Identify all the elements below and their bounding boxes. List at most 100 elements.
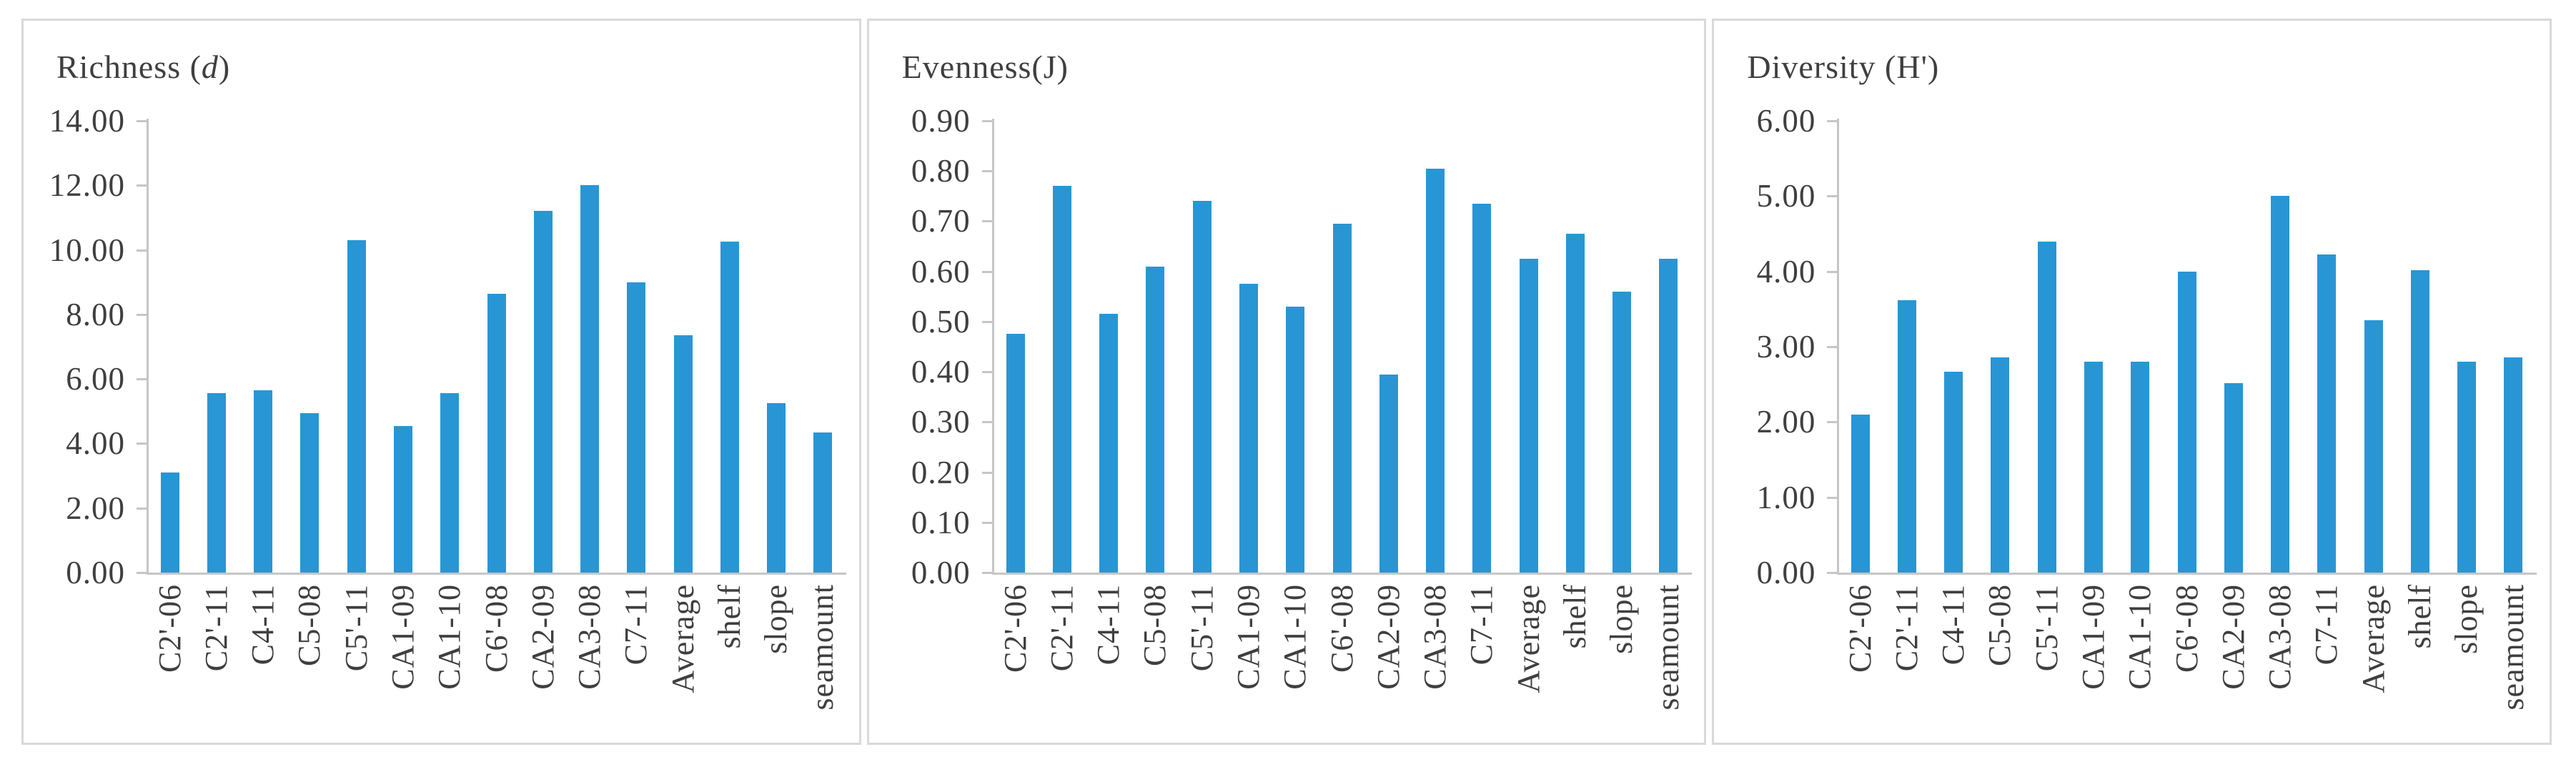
x-axis-category-label: seamount (2495, 584, 2531, 711)
bar-seamount (1658, 259, 1678, 573)
y-axis-tick-mark (1827, 120, 1838, 122)
chart-title-richness: Richness (d) (56, 48, 230, 86)
y-axis-tick-label: 4.00 (1756, 253, 1816, 290)
x-axis-category-label: C7-11 (2309, 584, 2344, 665)
bar-C7-11 (1472, 204, 1491, 573)
x-axis-category-label: C2'-06 (1843, 584, 1878, 673)
x-axis-category-label: CA1-10 (2122, 584, 2158, 690)
bar-CA1-09 (394, 426, 412, 573)
chart-title-text: Evenness(J) (901, 49, 1069, 85)
figure-panels: Richness (d) 0.00 2.00 4.00 6.00 8.00 10.00 12… (21, 19, 2552, 745)
bar-CA1-10 (2131, 362, 2150, 573)
bar-C6'-08 (487, 294, 506, 573)
y-axis-tick-mark (1827, 270, 1838, 273)
y-axis-tick-label: 1.00 (1756, 479, 1816, 515)
y-axis-tick-mark (137, 507, 147, 510)
bar-C2'-06 (1006, 334, 1025, 573)
x-axis-category-label: C2'-11 (1044, 584, 1079, 672)
bar-C4-11 (254, 390, 272, 573)
y-axis-tick-label: 5.00 (1756, 178, 1816, 214)
bar-C5'-11 (2038, 242, 2057, 573)
chart-title-text: Diversity (H') (1747, 49, 1940, 85)
y-axis-tick-mark (137, 184, 147, 187)
y-axis-tick-label: 10.00 (49, 232, 125, 268)
evenness-chart-panel: Evenness(J) 0.00 0.10 0.20 0.30 0.40 0.50 0.60… (866, 19, 1707, 745)
x-axis-category-label: C6'-08 (2169, 584, 2205, 673)
y-axis-tick-label: 0.90 (911, 103, 971, 139)
y-axis-tick-label: 12.00 (49, 167, 125, 204)
x-axis-category-label: CA1-10 (1277, 584, 1312, 690)
x-axis-category-label: CA2-09 (1370, 584, 1406, 690)
y-axis-tick-mark (1827, 346, 1838, 348)
bar-CA3-08 (1425, 169, 1445, 573)
bar-CA1-10 (1285, 307, 1304, 573)
x-axis-category-label: Average (665, 584, 700, 693)
x-axis-category-label: CA3-08 (1417, 584, 1452, 690)
chart-title-diversity: Diversity (H') (1747, 48, 1939, 86)
bar-CA3-08 (580, 185, 599, 573)
y-axis-tick-mark (137, 572, 147, 574)
bar-shelf (2411, 270, 2430, 573)
x-axis-category-label: C5'-11 (339, 584, 374, 672)
bar-CA1-09 (2084, 362, 2104, 573)
bar-CA2-09 (1379, 375, 1398, 573)
x-axis-category-label: C2'-06 (997, 584, 1033, 673)
x-axis-category-label: Average (2356, 584, 2392, 693)
y-axis-tick-label: 3.00 (1756, 329, 1816, 365)
x-axis-line (991, 573, 1692, 575)
bar-C2'-11 (1898, 300, 1917, 573)
y-axis-tick-mark (981, 120, 992, 122)
x-axis-category-label: seamount (805, 584, 840, 711)
y-axis-tick-label: 0.70 (911, 203, 971, 239)
x-axis-category-label: CA3-08 (2262, 584, 2298, 690)
y-axis-tick-label: 0.00 (66, 555, 125, 590)
bar-shelf (1565, 234, 1585, 573)
y-axis-tick-mark (981, 170, 992, 173)
bar-C5'-11 (1192, 201, 1212, 573)
x-axis-category-label: C6'-08 (1324, 584, 1359, 673)
bar-C6'-08 (1332, 224, 1352, 573)
y-axis-tick-mark (1827, 421, 1838, 424)
y-axis-tick-mark (137, 120, 147, 122)
bar-slope (767, 403, 786, 573)
x-axis-category-label: C7-11 (618, 584, 653, 665)
y-axis-tick-mark (137, 378, 147, 381)
x-axis-category-label: C4-11 (245, 584, 280, 665)
x-axis-category-label: C5'-11 (2029, 584, 2065, 672)
y-axis-line (991, 119, 994, 573)
x-axis-category-label: CA1-09 (1230, 584, 1266, 690)
bar-slope (1612, 292, 1631, 573)
bar-C5-08 (1991, 357, 2010, 573)
y-axis-tick-label: 4.00 (66, 425, 125, 462)
y-axis-tick-mark (1827, 572, 1838, 574)
y-axis-line (147, 119, 149, 573)
x-axis-category-label: C7-11 (1463, 584, 1499, 665)
richness-bar-chart: 0.00 2.00 4.00 6.00 8.00 10.00 12.00 14.00 C2'-0… (24, 21, 859, 743)
x-axis-category-label: C6'-08 (479, 584, 514, 673)
y-axis-tick-label: 6.00 (66, 361, 125, 397)
x-axis-category-label: CA1-09 (2076, 584, 2111, 690)
y-axis-tick-label: 2.00 (1756, 404, 1816, 440)
y-axis-tick-mark (981, 471, 992, 474)
y-axis-tick-mark (981, 421, 992, 424)
bar-CA3-08 (2271, 196, 2290, 573)
y-axis-tick-mark (981, 220, 992, 223)
y-axis-tick-mark (981, 572, 992, 574)
x-axis-category-label: CA1-09 (385, 584, 420, 690)
bar-CA2-09 (2224, 383, 2244, 573)
y-axis-tick-label: 0.00 (1756, 555, 1816, 590)
x-axis-category-label: C5-08 (1136, 584, 1172, 666)
chart-title-evenness: Evenness(J) (902, 48, 1069, 86)
bar-CA2-09 (534, 211, 553, 573)
bar-C5-08 (300, 413, 319, 573)
y-axis-tick-label: 0.30 (911, 404, 971, 440)
x-axis-category-label: slope (2449, 584, 2485, 654)
bar-Average (674, 335, 693, 573)
x-axis-category-label: CA2-09 (2216, 584, 2251, 690)
bar-C6'-08 (2178, 272, 2197, 573)
y-axis-tick-label: 0.50 (911, 303, 971, 340)
chart-title-italic-symbol: d (201, 49, 219, 85)
y-axis-tick-mark (981, 521, 992, 524)
y-axis-tick-label: 2.00 (66, 490, 125, 526)
x-axis-line (1837, 573, 2537, 575)
